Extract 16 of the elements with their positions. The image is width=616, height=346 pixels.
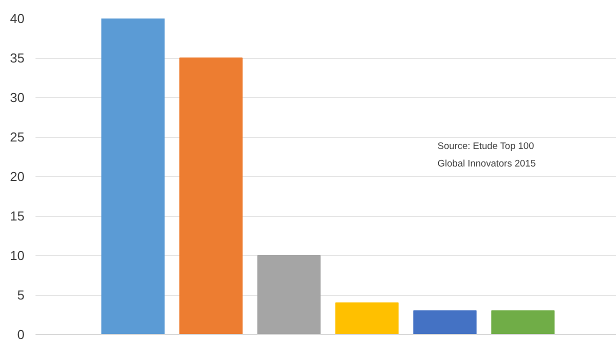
bar (491, 310, 555, 334)
y-tick-label: 25 (10, 130, 25, 144)
y-tick-label: 30 (10, 90, 25, 105)
y-tick-label: 20 (10, 169, 25, 184)
bar (101, 18, 165, 334)
annotation: Source: Etude Top 100 Global Innovators 2015 (438, 140, 536, 170)
y-tick-label: 15 (10, 208, 25, 224)
y-tick-label: 35 (10, 50, 25, 66)
y-tick-label: 10 (10, 248, 25, 263)
y-tick-label: 0 (17, 327, 25, 342)
bar (335, 302, 399, 334)
y-tick-label: 5 (17, 288, 25, 302)
bar (257, 255, 321, 334)
y-tick-label: 40 (10, 11, 25, 26)
bar (413, 310, 477, 334)
bar (179, 58, 243, 334)
